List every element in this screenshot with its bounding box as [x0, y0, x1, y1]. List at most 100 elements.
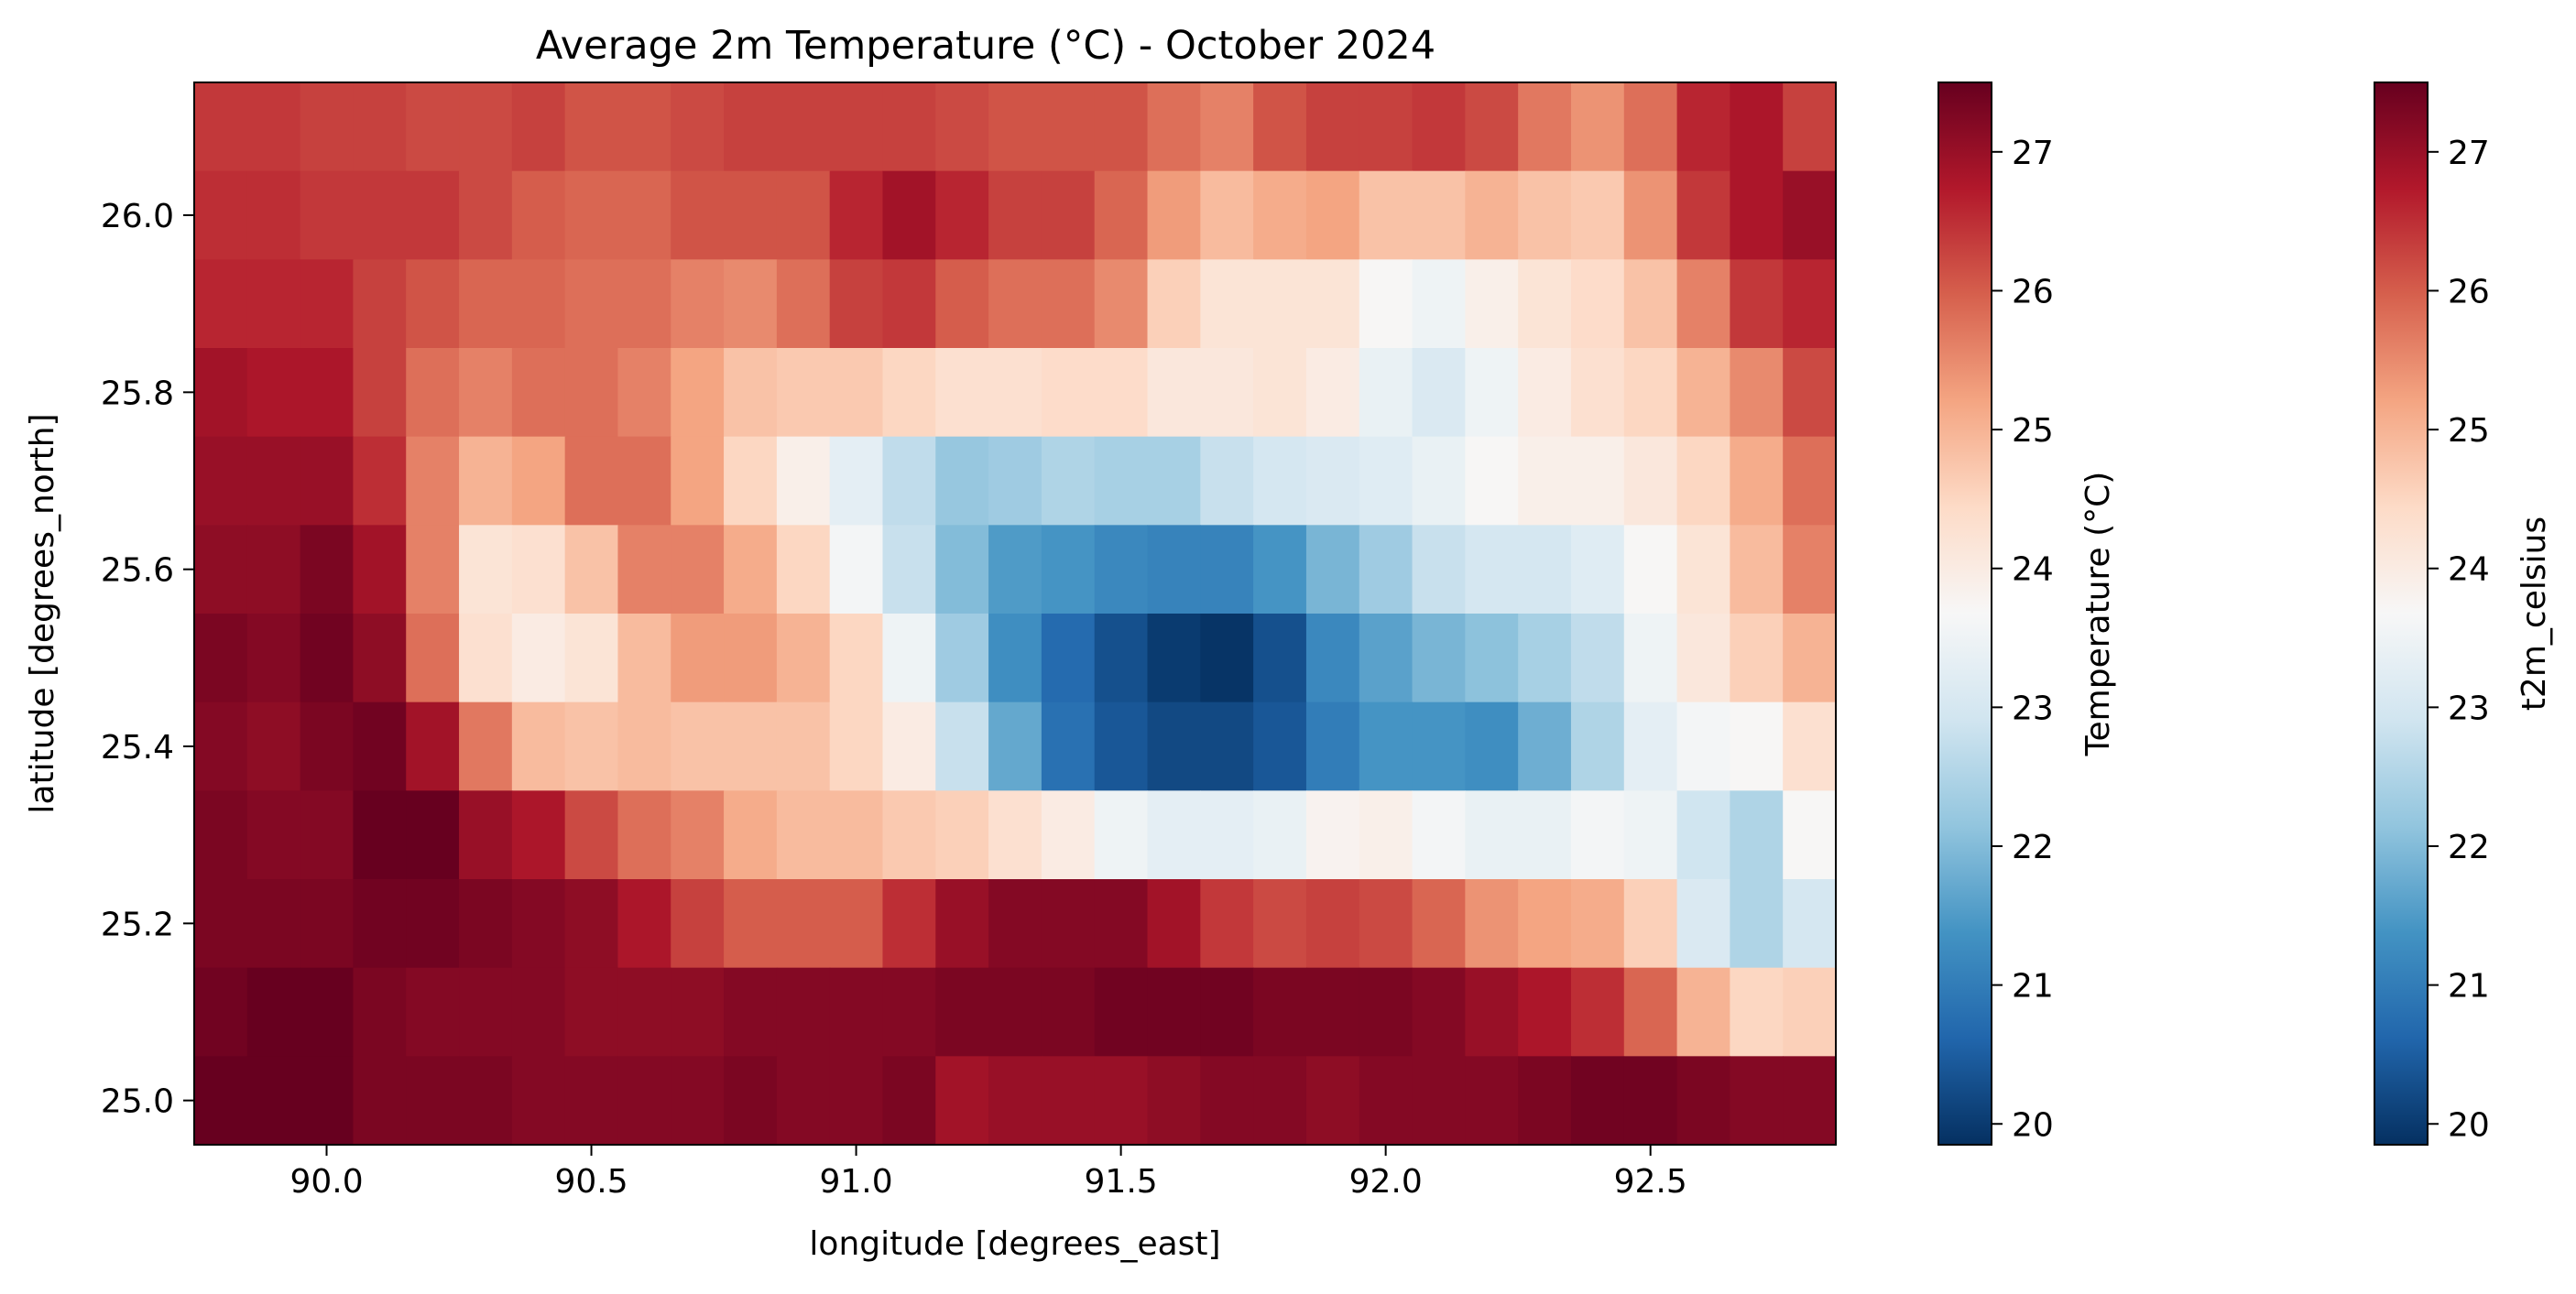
heatmap-cell — [459, 701, 513, 791]
x-tick-label: 91.5 — [1085, 1163, 1158, 1201]
heatmap-cell — [1359, 614, 1414, 703]
heatmap-cell — [882, 525, 936, 614]
heatmap-cell — [246, 82, 301, 172]
heatmap-cell — [194, 436, 248, 526]
heatmap-cell — [617, 879, 671, 969]
heatmap-cell — [1412, 614, 1466, 703]
heatmap-cell — [935, 525, 989, 614]
heatmap-cell — [246, 701, 301, 791]
heatmap-cell — [1041, 701, 1096, 791]
heatmap-cell — [246, 348, 301, 438]
heatmap-cell — [882, 879, 936, 969]
colorbar-tick-label: 26 — [2448, 273, 2490, 310]
heatmap-cell — [1253, 701, 1307, 791]
heatmap-cell — [1253, 525, 1307, 614]
heatmap-cell — [1730, 701, 1784, 791]
heatmap-cell — [617, 701, 671, 791]
heatmap-cell — [1676, 348, 1730, 438]
heatmap-cell — [935, 259, 989, 349]
heatmap-cell — [617, 82, 671, 172]
heatmap-cell — [1147, 701, 1201, 791]
heatmap-cell — [406, 614, 460, 703]
heatmap-cell — [1412, 348, 1466, 438]
heatmap-cell — [564, 170, 619, 260]
heatmap-cell — [406, 436, 460, 526]
heatmap-cell — [1253, 259, 1307, 349]
heatmap-cell — [564, 701, 619, 791]
heatmap-cell — [564, 348, 619, 438]
heatmap-cell — [617, 790, 671, 880]
heatmap-cell — [1253, 82, 1307, 172]
heatmap-cell — [829, 82, 884, 172]
heatmap-cell — [246, 879, 301, 969]
heatmap-cell — [1730, 82, 1784, 172]
heatmap-cell — [1094, 967, 1149, 1057]
heatmap-cell — [406, 82, 460, 172]
heatmap-cell — [1041, 614, 1096, 703]
heatmap-cell — [1200, 1056, 1254, 1146]
heatmap-cell — [194, 879, 248, 969]
colorbar-frame — [2374, 82, 2429, 1146]
heatmap-cell — [1147, 967, 1201, 1057]
heatmap-cell — [935, 348, 989, 438]
heatmap-cell — [1412, 790, 1466, 880]
heatmap-cell — [988, 1056, 1042, 1146]
heatmap-cell — [1200, 525, 1254, 614]
heatmap-cell — [459, 790, 513, 880]
heatmap-cell — [1623, 879, 1678, 969]
heatmap-cell — [1783, 614, 1837, 703]
heatmap-cell — [617, 967, 671, 1057]
heatmap-cell — [988, 701, 1042, 791]
heatmap-cell — [459, 1056, 513, 1146]
heatmap-cell — [194, 525, 248, 614]
colorbar-tick-label: 24 — [2448, 551, 2490, 589]
heatmap-cell — [1570, 614, 1625, 703]
heatmap-cell — [246, 170, 301, 260]
heatmap-cell — [776, 82, 831, 172]
heatmap-cell — [1518, 525, 1572, 614]
y-tick-label: 26.0 — [101, 198, 174, 235]
heatmap-cell — [1783, 348, 1837, 438]
heatmap-cell — [1305, 170, 1360, 260]
heatmap-cell — [300, 1056, 355, 1146]
heatmap-cell — [511, 967, 566, 1057]
heatmap-cell — [1200, 348, 1254, 438]
heatmap-cell — [724, 879, 778, 969]
heatmap-cell — [1465, 1056, 1519, 1146]
heatmap-cell — [1570, 82, 1625, 172]
heatmap-cell — [406, 967, 460, 1057]
colorbar-tick-label: 20 — [2012, 1106, 2054, 1144]
heatmap-cell — [1041, 967, 1096, 1057]
heatmap-cell — [353, 525, 407, 614]
heatmap-cell — [459, 170, 513, 260]
heatmap-cell — [935, 82, 989, 172]
heatmap-cell — [724, 967, 778, 1057]
heatmap-cell — [353, 259, 407, 349]
heatmap-cell — [776, 1056, 831, 1146]
heatmap-cell — [935, 170, 989, 260]
heatmap-cell — [617, 1056, 671, 1146]
heatmap-cell — [1465, 879, 1519, 969]
heatmap-cell — [353, 967, 407, 1057]
heatmap-cell — [511, 525, 566, 614]
heatmap-cell — [935, 614, 989, 703]
x-tick-label: 90.0 — [289, 1163, 363, 1201]
heatmap-cell — [671, 82, 725, 172]
heatmap-cell — [829, 790, 884, 880]
y-tick-label: 25.0 — [101, 1083, 174, 1121]
heatmap-cell — [1041, 259, 1096, 349]
heatmap-cell — [1359, 82, 1414, 172]
heatmap-cell — [724, 170, 778, 260]
heatmap-cell — [724, 1056, 778, 1146]
heatmap-cell — [1305, 348, 1360, 438]
heatmap-cell — [1676, 82, 1730, 172]
heatmap-cell — [1305, 701, 1360, 791]
heatmap-cell — [1570, 701, 1625, 791]
heatmap-cell — [1676, 170, 1730, 260]
y-tick-label: 25.8 — [101, 375, 174, 412]
heatmap-cell — [1623, 614, 1678, 703]
heatmap-cell — [1730, 614, 1784, 703]
heatmap-cell — [1676, 879, 1730, 969]
heatmap-cell — [1041, 879, 1096, 969]
heatmap-cell — [1359, 1056, 1414, 1146]
